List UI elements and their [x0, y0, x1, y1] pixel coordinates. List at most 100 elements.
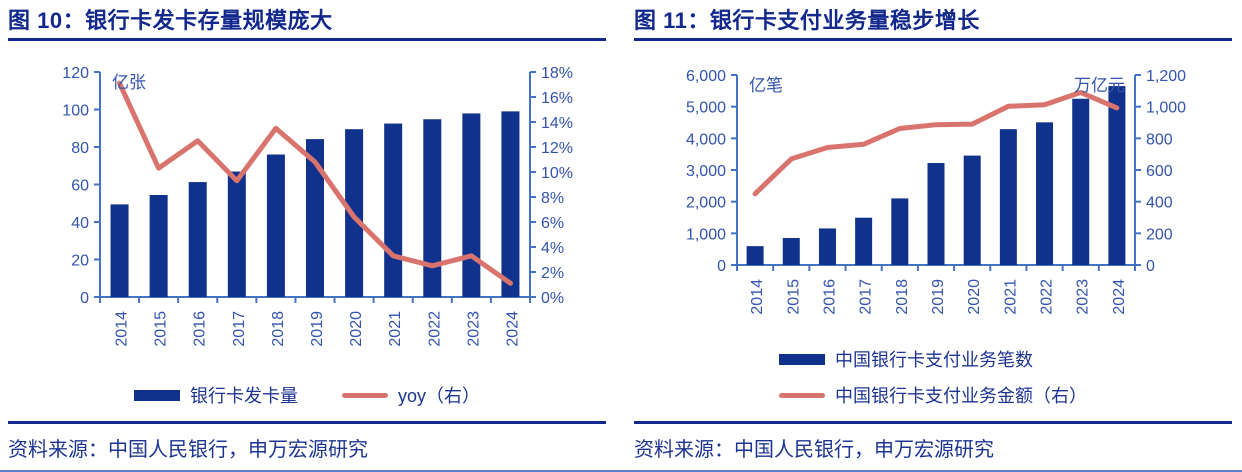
figure-10-section: 图 10：银行卡发卡存量规模庞大 0 20 40 60 80 100 120 0% 2% 4% 6%… [8, 8, 606, 462]
svg-text:400: 400 [1146, 195, 1173, 212]
source-note: 资料来源：中国人民银行，申万宏源研究 [634, 439, 994, 461]
svg-text:0: 0 [1146, 258, 1155, 275]
svg-text:2020: 2020 [966, 279, 983, 315]
source-divider [634, 421, 1232, 424]
svg-text:2023: 2023 [465, 311, 482, 347]
svg-text:100: 100 [62, 103, 89, 120]
figure-10-plot: 0 20 40 60 80 100 120 0% 2% 4% 6% 8% 10% 12% 14% 16% 18%… [62, 65, 573, 347]
svg-text:120: 120 [62, 65, 89, 82]
svg-text:2017: 2017 [231, 311, 248, 347]
svg-text:3,000: 3,000 [686, 163, 726, 180]
bar-2019 [927, 163, 945, 265]
svg-text:0: 0 [80, 290, 89, 307]
figure-11-source: 资料来源：中国人民银行，申万宏源研究 [634, 421, 1232, 462]
legend-item-bar: 中国银行卡支付业务笔数 [779, 346, 1033, 372]
svg-text:2024: 2024 [504, 311, 521, 347]
svg-text:10%: 10% [541, 165, 573, 182]
svg-text:2015: 2015 [785, 279, 802, 315]
legend-label: yoy（右） [397, 386, 480, 406]
bar-2015 [149, 195, 168, 297]
svg-text:6,000: 6,000 [686, 68, 726, 85]
legend-item-line: 中国银行卡支付业务金额（右） [779, 382, 1087, 408]
svg-text:12%: 12% [541, 140, 573, 157]
svg-text:2023: 2023 [1075, 279, 1092, 315]
bar-2017 [227, 171, 246, 297]
svg-text:亿笔: 亿笔 [749, 76, 783, 95]
svg-text:20: 20 [71, 253, 89, 270]
figure-10-chart: 0 20 40 60 80 100 120 0% 2% 4% 6% 8% 10% 12% 14% 16% 18%… [8, 42, 606, 352]
svg-text:80: 80 [71, 140, 89, 157]
svg-text:2016: 2016 [192, 311, 209, 347]
bar-2022 [423, 119, 442, 297]
figure-10-legend: 银行卡发卡量 yoy（右） [8, 382, 606, 408]
bar-2023 [1072, 98, 1090, 265]
figure-11-plot: 0 1,000 2,000 3,000 4,000 5,000 6,000 0 200 400 60… [686, 68, 1186, 315]
svg-text:2,000: 2,000 [686, 195, 726, 212]
svg-text:0%: 0% [541, 290, 564, 307]
svg-text:18%: 18% [541, 65, 573, 82]
legend-item-line: yoy（右） [341, 382, 480, 408]
svg-text:2019: 2019 [309, 311, 326, 347]
bar-2016 [188, 182, 207, 297]
bar-swatch-icon [133, 389, 180, 401]
svg-text:5,000: 5,000 [686, 100, 726, 117]
svg-text:2016: 2016 [821, 279, 838, 315]
svg-text:亿张: 亿张 [112, 73, 146, 92]
svg-text:2018: 2018 [894, 279, 911, 315]
figure-11-section: 图 11：银行卡支付业务量稳步增长 0 1,000 2,000 3,000 4,000 5… [634, 8, 1232, 462]
bar-2017 [855, 217, 873, 265]
source-note: 资料来源：中国人民银行，申万宏源研究 [8, 439, 368, 461]
bar-2021 [384, 123, 403, 297]
bar-2023 [462, 113, 481, 297]
source-divider [8, 421, 606, 424]
bar-2014 [110, 204, 129, 297]
line-swatch-icon [341, 392, 388, 398]
svg-text:600: 600 [1146, 163, 1173, 180]
svg-text:2024: 2024 [1111, 279, 1128, 315]
svg-text:2017: 2017 [858, 279, 875, 315]
svg-text:1,200: 1,200 [1146, 68, 1186, 85]
legend-item-bar: 银行卡发卡量 [133, 382, 298, 408]
svg-text:2021: 2021 [387, 311, 404, 347]
svg-text:200: 200 [1146, 226, 1173, 243]
svg-text:2%: 2% [541, 265, 564, 282]
bar-2022 [1036, 122, 1054, 265]
bar-2021 [999, 129, 1017, 265]
svg-text:1,000: 1,000 [1146, 100, 1186, 117]
bar-2016 [818, 228, 836, 265]
figure-10-title: 图 10：银行卡发卡存量规模庞大 [8, 8, 606, 41]
svg-text:2022: 2022 [1039, 279, 1056, 315]
figure-11-legend: 中国银行卡支付业务笔数 中国银行卡支付业务金额（右） [779, 346, 1087, 408]
svg-text:2021: 2021 [1002, 279, 1019, 315]
bar-2014 [746, 246, 764, 265]
bar-2015 [782, 238, 800, 265]
svg-text:2019: 2019 [930, 279, 947, 315]
line-swatch-icon [779, 392, 825, 398]
svg-text:16%: 16% [541, 90, 573, 107]
svg-text:4%: 4% [541, 240, 564, 257]
legend-label: 中国银行卡支付业务笔数 [835, 350, 1033, 370]
figure-11-line [752, 89, 1120, 197]
bar-2020 [963, 155, 981, 265]
svg-text:6%: 6% [541, 215, 564, 232]
legend-label: 中国银行卡支付业务金额（右） [835, 386, 1087, 406]
bar-2024 [501, 111, 520, 297]
svg-text:2018: 2018 [270, 311, 287, 347]
figure-11-title: 图 11：银行卡支付业务量稳步增长 [634, 8, 1232, 41]
bar-2018 [891, 198, 909, 265]
bar-2024 [1108, 86, 1126, 265]
svg-text:2014: 2014 [114, 311, 131, 347]
figure-10-line [117, 80, 513, 286]
bar-2019 [306, 139, 324, 297]
page-bottom-divider [0, 470, 1242, 472]
svg-text:2015: 2015 [153, 311, 170, 347]
bar-2018 [266, 154, 285, 297]
svg-text:40: 40 [71, 215, 89, 232]
svg-text:1,000: 1,000 [686, 226, 726, 243]
legend-label: 银行卡发卡量 [189, 386, 298, 406]
figure-11-chart: 0 1,000 2,000 3,000 4,000 5,000 6,000 0 200 400 60… [634, 42, 1232, 320]
svg-text:0: 0 [717, 258, 726, 275]
svg-text:2022: 2022 [426, 311, 443, 347]
svg-text:60: 60 [71, 178, 89, 195]
